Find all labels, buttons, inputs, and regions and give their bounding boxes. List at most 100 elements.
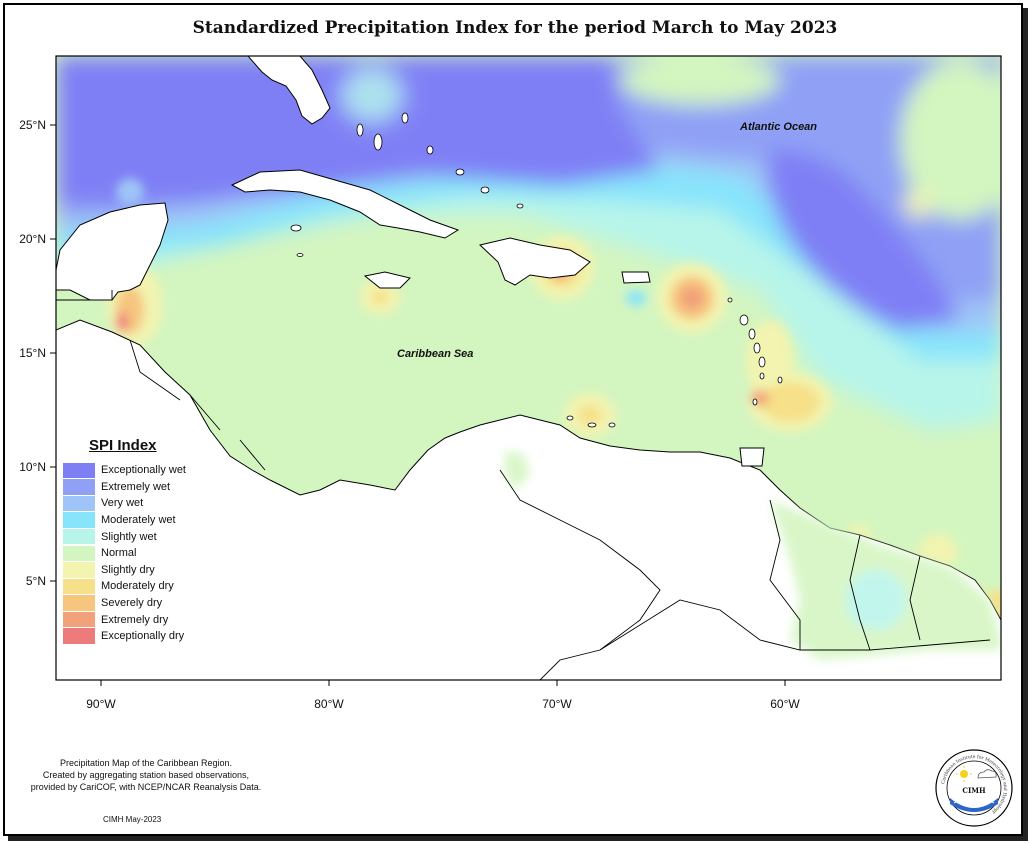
island-isla-juventud [290,224,302,232]
island-bahamas-2 [373,133,383,151]
border-brazil-north [599,599,991,651]
legend-item: Exceptionally dry [63,628,213,645]
legend-item: Very wet [63,495,213,512]
island-bahamas-3 [401,112,409,124]
island-turks [516,203,524,209]
legend-label: Slightly dry [101,563,155,576]
island-stlucia [758,356,766,368]
lat-axis: 25°N 20°N 15°N 10°N 5°N [19,118,56,588]
cimh-logo: Caribbean Institute for Meteorology and … [935,749,1013,827]
exceptionally-wet-east [767,150,960,330]
legend-item: Extremely wet [63,479,213,496]
frame-shadow-bottom [8,836,1028,841]
island-bahamas-1 [356,123,364,137]
island-bahamas-4 [426,145,434,155]
island-antigua [727,297,733,303]
legend-label: Moderately dry [101,580,174,593]
island-cayman [296,253,304,257]
legend-swatch [63,495,95,512]
guiana-slightly-wet [846,570,906,630]
land-trinidad [739,447,765,467]
island-bonaire [608,422,616,428]
border-colombia-venezuela [499,469,661,680]
lat-label-20: 20°N [19,232,46,246]
legend-item: Exceptionally wet [63,462,213,479]
legend-swatch [63,562,95,578]
footnote: Precipitation Map of the Caribbean Regio… [6,757,286,793]
legend-item: Slightly wet [63,528,213,545]
spi-legend: SPI Index Exceptionally wet Extremely wet… [63,437,213,645]
legend-swatch [63,595,95,611]
logo-text: CIMH [962,786,986,795]
spi-field [56,56,1001,680]
border-guyana-suriname [849,534,871,651]
lat-label-10: 10°N [19,460,46,474]
land-florida [247,56,331,125]
legend-swatch [63,545,95,562]
legend-item: Moderately wet [63,512,213,529]
island-curacao [587,422,597,428]
legend-label: Exceptionally wet [101,464,186,477]
border-suriname-fg [909,555,921,641]
legend-label: Exceptionally dry [101,630,185,643]
island-martinique [753,342,761,354]
island-bahamas-6 [480,186,490,194]
south-america-shading [505,450,1001,660]
dry-spot-jamaica-core [371,289,389,305]
lon-label-80: 80°W [314,697,344,711]
legend-swatch [63,528,95,545]
frame-shadow-right [1023,8,1028,841]
legend-label: Very wet [101,497,144,510]
very-wet-ring [332,59,412,131]
border-venezuela-guyana [769,499,801,650]
water-icon [950,798,998,812]
dry-spot-aruba-core [578,405,602,425]
legend-label: Moderately wet [101,514,176,527]
lon-label-90: 90°W [86,697,116,711]
land-cuba [230,169,460,239]
legend-item: Normal [63,545,213,562]
guajira-normal [505,450,530,490]
legend-swatch [63,611,95,628]
footnote-line-2: Created by aggregating station based obs… [42,770,250,780]
border-central-america [129,339,266,471]
land-masses [56,56,1001,680]
land-yucatan [56,202,169,301]
legend-label: Severely dry [101,597,163,610]
island-grenada [752,398,758,406]
land-jamaica [363,271,411,289]
lat-label-25: 25°N [19,118,46,132]
wet-spot-yucatan [116,178,144,206]
wet-spot-puertorico [626,290,646,306]
wave-icon [953,801,995,805]
legend-title: SPI Index [89,437,157,454]
sun-icon [960,770,968,778]
island-stvincent [759,372,765,380]
legend-item: Slightly dry [63,562,213,579]
land-puertorico [621,271,651,284]
dry-spot-barbados-mid [760,382,820,422]
legend-label: Extremely dry [101,613,169,626]
island-bahamas-5 [455,168,465,176]
lon-label-60: 60°W [770,697,800,711]
normal-atlantic-n [620,56,780,105]
island-dominica [748,328,756,340]
normal-atlantic-ne [900,60,1001,220]
label-caribbean-sea: Caribbean Sea [397,348,473,360]
legend-swatch [63,479,95,495]
lesser-antilles [290,112,783,428]
slightly-dry-atlantic [904,190,932,218]
lat-label-5: 5°N [26,574,46,588]
legend-rows: Exceptionally wet Extremely wet Very wet Mo… [63,462,213,645]
figure-frame [3,3,1023,836]
lat-label-15: 15°N [19,346,46,360]
island-guadeloupe [739,314,749,326]
sun-rays-icon [956,766,972,782]
cloud-icon [977,769,997,779]
map-title: Standardized Precipitation Index for the… [192,18,838,38]
legend-label: Extremely wet [101,480,171,493]
footnote-line-1: Precipitation Map of the Caribbean Regio… [59,758,233,768]
land-central-south-america [56,319,1001,680]
legend-swatch [63,578,95,595]
